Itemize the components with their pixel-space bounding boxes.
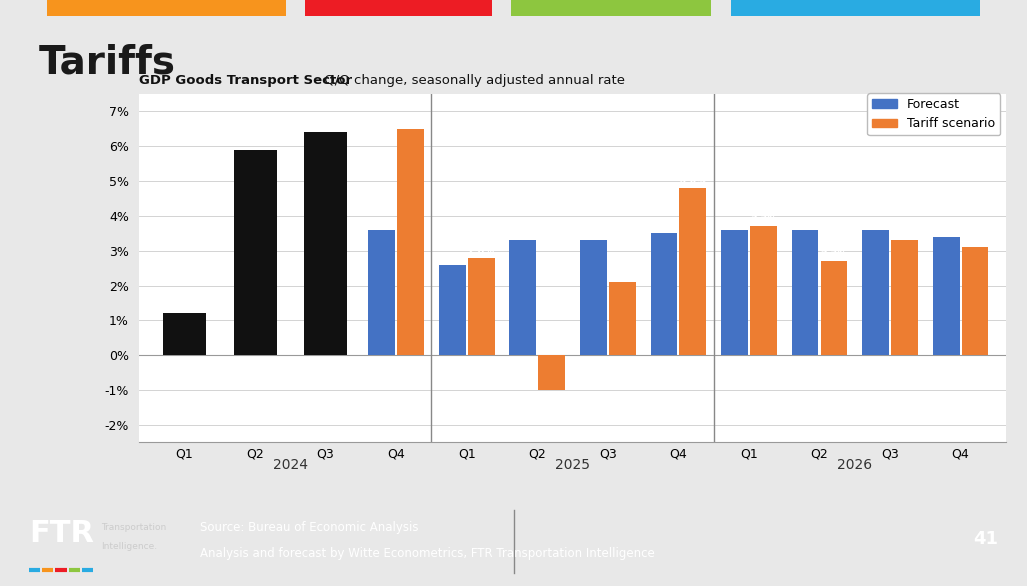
Bar: [792, 230, 819, 355]
Text: - Q/Q change, seasonally adjusted annual rate: - Q/Q change, seasonally adjusted annual…: [311, 74, 625, 87]
Bar: [961, 247, 988, 355]
Bar: [509, 240, 536, 355]
Text: Intelligence.: Intelligence.: [101, 543, 157, 551]
Bar: [891, 240, 918, 355]
Text: 2.8%: 2.8%: [467, 246, 495, 256]
Text: 4.8%: 4.8%: [679, 176, 707, 186]
Text: 2024: 2024: [273, 458, 308, 472]
Text: 3.6%: 3.6%: [369, 219, 395, 229]
Bar: [439, 265, 465, 355]
Bar: [731, 0, 981, 16]
Text: 3.3%: 3.3%: [509, 229, 536, 239]
Legend: Forecast, Tariff scenario: Forecast, Tariff scenario: [867, 93, 1000, 135]
Text: 1.2%: 1.2%: [172, 302, 198, 312]
Text: 3.6%: 3.6%: [862, 219, 889, 229]
Bar: [369, 230, 395, 355]
Bar: [863, 230, 889, 355]
Text: 2.6%: 2.6%: [439, 253, 466, 263]
Text: -1.0%: -1.0%: [536, 391, 567, 401]
Text: GDP Goods Transport Sector: GDP Goods Transport Sector: [139, 74, 352, 87]
Bar: [467, 258, 495, 355]
Bar: [511, 0, 712, 16]
Bar: [821, 261, 847, 355]
Bar: [650, 233, 678, 355]
Text: 3.6%: 3.6%: [721, 219, 748, 229]
Text: 2.7%: 2.7%: [821, 250, 847, 260]
Bar: [304, 132, 347, 355]
Text: 5.9%: 5.9%: [241, 138, 268, 148]
Bar: [750, 226, 776, 355]
Bar: [933, 237, 959, 355]
Text: 3.3%: 3.3%: [891, 229, 918, 239]
Text: 2.1%: 2.1%: [609, 271, 636, 281]
Bar: [397, 128, 424, 355]
Text: FTR: FTR: [29, 519, 93, 548]
Bar: [46, 0, 286, 16]
Text: Source: Bureau of Economic Analysis: Source: Bureau of Economic Analysis: [200, 520, 419, 533]
Text: 3.7%: 3.7%: [750, 215, 776, 225]
Text: 41: 41: [974, 530, 998, 548]
Bar: [233, 149, 276, 355]
Text: Transportation: Transportation: [101, 523, 166, 532]
Text: 3.3%: 3.3%: [580, 229, 607, 239]
Bar: [609, 282, 636, 355]
Text: 2026: 2026: [837, 458, 872, 472]
Bar: [721, 230, 748, 355]
Text: 6.4%: 6.4%: [312, 121, 339, 131]
Bar: [163, 314, 206, 355]
Bar: [305, 0, 492, 16]
Bar: [680, 188, 707, 355]
Text: 3.5%: 3.5%: [650, 222, 678, 232]
Text: Analysis and forecast by Witte Econometrics, FTR Transportation Intelligence: Analysis and forecast by Witte Econometr…: [200, 547, 655, 560]
Text: 3.6%: 3.6%: [792, 219, 819, 229]
Text: 2025: 2025: [555, 458, 591, 472]
Text: 3.4%: 3.4%: [933, 226, 959, 236]
Bar: [538, 355, 565, 390]
Bar: [580, 240, 607, 355]
Text: 3.1%: 3.1%: [961, 236, 989, 246]
Text: Tariffs: Tariffs: [39, 44, 176, 82]
Text: 6.5%: 6.5%: [397, 117, 424, 127]
